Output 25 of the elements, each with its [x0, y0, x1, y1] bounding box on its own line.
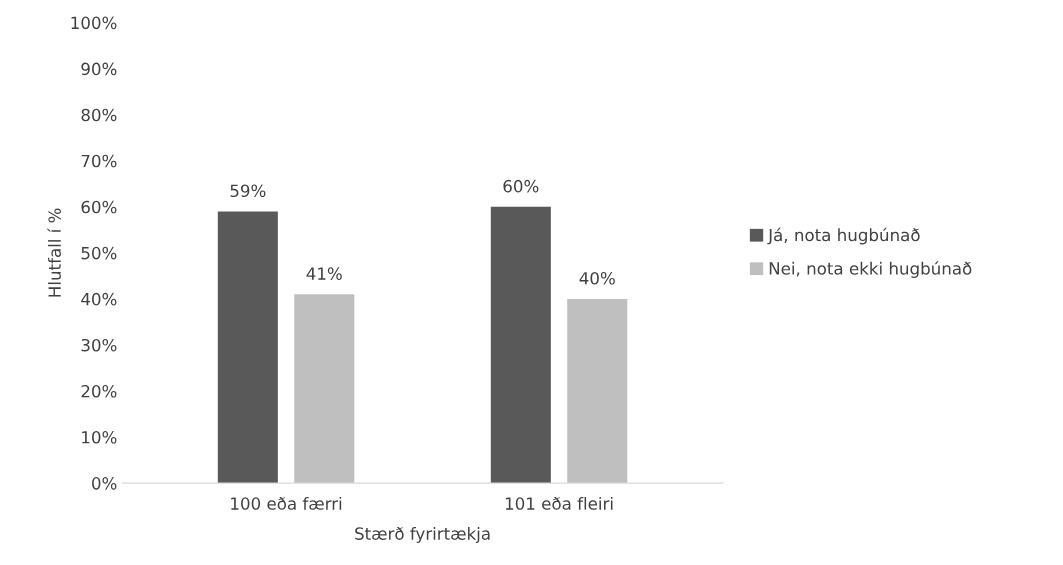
y-tick-label: 60%	[81, 200, 117, 214]
legend-label: Já, nota hugbúnað	[767, 227, 920, 245]
y-tick-label: 30%	[81, 338, 117, 352]
y-tick-label: 10%	[82, 430, 117, 444]
y-tick-label: 20%	[81, 384, 117, 398]
x-tick-label: 100 eða færri	[231, 496, 342, 510]
legend-label: Nei, nota ekki hugbúnað	[769, 261, 972, 278]
y-tick-label: 0%	[92, 477, 117, 490]
x-tick-label: 101 eða fleiri	[505, 496, 613, 510]
y-tick-label: 40%	[81, 292, 117, 306]
data-label: 59%	[230, 184, 266, 198]
x-axis-title: Stærð fyrirtækja	[355, 526, 490, 544]
y-tick-label: 80%	[81, 108, 117, 122]
y-axis-title: Hlutfall í %	[47, 208, 61, 297]
bar	[294, 294, 355, 484]
data-label: 40%	[579, 271, 615, 285]
y-tick-label: 90%	[81, 62, 117, 76]
y-tick-label: 100%	[71, 16, 117, 30]
y-tick-label: 70%	[81, 154, 117, 168]
data-label: 60%	[503, 179, 539, 193]
bar	[217, 211, 278, 484]
y-tick-label: 50%	[81, 246, 117, 260]
data-label: 41%	[306, 267, 342, 280]
bar	[490, 206, 551, 484]
bar	[567, 298, 628, 484]
